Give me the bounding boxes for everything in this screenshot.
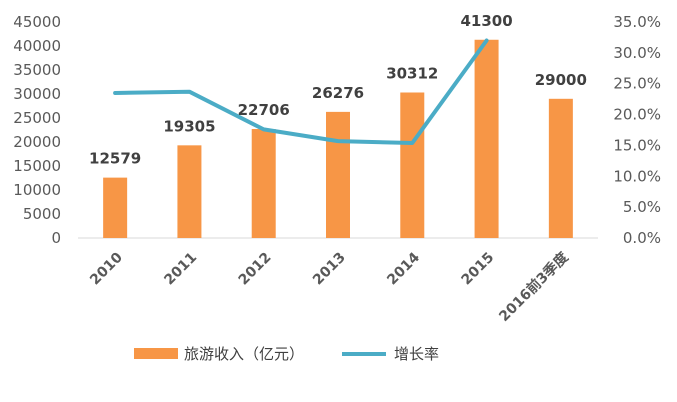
right-axis-tick: 30.0% <box>613 44 661 62</box>
bar <box>251 129 276 238</box>
x-axis-tick: 2010 <box>87 249 126 288</box>
bar <box>400 92 425 238</box>
left-axis-tick: 10000 <box>13 181 61 199</box>
bar <box>474 39 499 239</box>
left-axis-tick-labels: 0 5000 10000 15000 20000 25000 30000 35000 40000… <box>13 13 61 247</box>
bar-data-label: 29000 <box>535 71 587 89</box>
right-axis-tick: 0.0% <box>623 229 661 247</box>
left-axis-tick: 35000 <box>13 61 61 79</box>
right-axis-tick: 20.0% <box>613 106 661 124</box>
left-axis-tick: 15000 <box>13 157 61 175</box>
bar <box>103 177 128 238</box>
right-axis-tick: 5.0% <box>623 198 661 216</box>
x-axis-tick: 2014 <box>384 249 423 288</box>
bar-data-label: 41300 <box>460 12 512 30</box>
legend-line-label: 增长率 <box>394 345 439 363</box>
left-axis-tick: 5000 <box>23 205 61 223</box>
left-axis-tick: 30000 <box>13 85 61 103</box>
left-axis-tick: 0 <box>51 229 61 247</box>
bar <box>177 145 202 238</box>
left-axis-tick: 20000 <box>13 133 61 151</box>
right-axis-tick: 35.0% <box>613 13 661 31</box>
bar-data-label: 22706 <box>238 101 290 119</box>
bar-data-label: 19305 <box>163 117 215 135</box>
x-axis-tick: 2012 <box>236 250 275 289</box>
left-axis-tick: 25000 <box>13 109 61 127</box>
right-axis-tick: 10.0% <box>613 167 661 185</box>
bar-data-label: 26276 <box>312 84 364 102</box>
right-axis-tick: 25.0% <box>613 75 661 93</box>
right-axis-tick-labels: 0.0% 5.0% 10.0% 15.0% 20.0% 25.0% 30.0% 35.0% <box>613 13 661 247</box>
left-axis-tick: 40000 <box>13 37 61 55</box>
x-axis-tick: 2016前3季度 <box>496 248 573 325</box>
x-axis-tick: 2013 <box>310 250 349 289</box>
growth-rate-line <box>113 38 489 145</box>
left-axis-tick: 45000 <box>13 13 61 31</box>
right-axis-tick: 15.0% <box>613 136 661 154</box>
bar <box>548 98 573 238</box>
x-axis-tick: 2015 <box>459 250 498 289</box>
legend-bar-label: 旅游收入（亿元） <box>184 345 304 363</box>
bar <box>326 111 350 238</box>
bar-data-labels: 12579 19305 22706 26276 30312 41300 29000 <box>89 12 587 168</box>
bar-data-label: 12579 <box>89 150 141 168</box>
legend: 旅游收入（亿元） 增长率 <box>134 345 439 363</box>
x-axis-tick: 2011 <box>161 250 200 289</box>
legend-bar-swatch <box>134 348 178 359</box>
bar-data-label: 30312 <box>386 65 438 83</box>
bars-group <box>103 39 573 239</box>
